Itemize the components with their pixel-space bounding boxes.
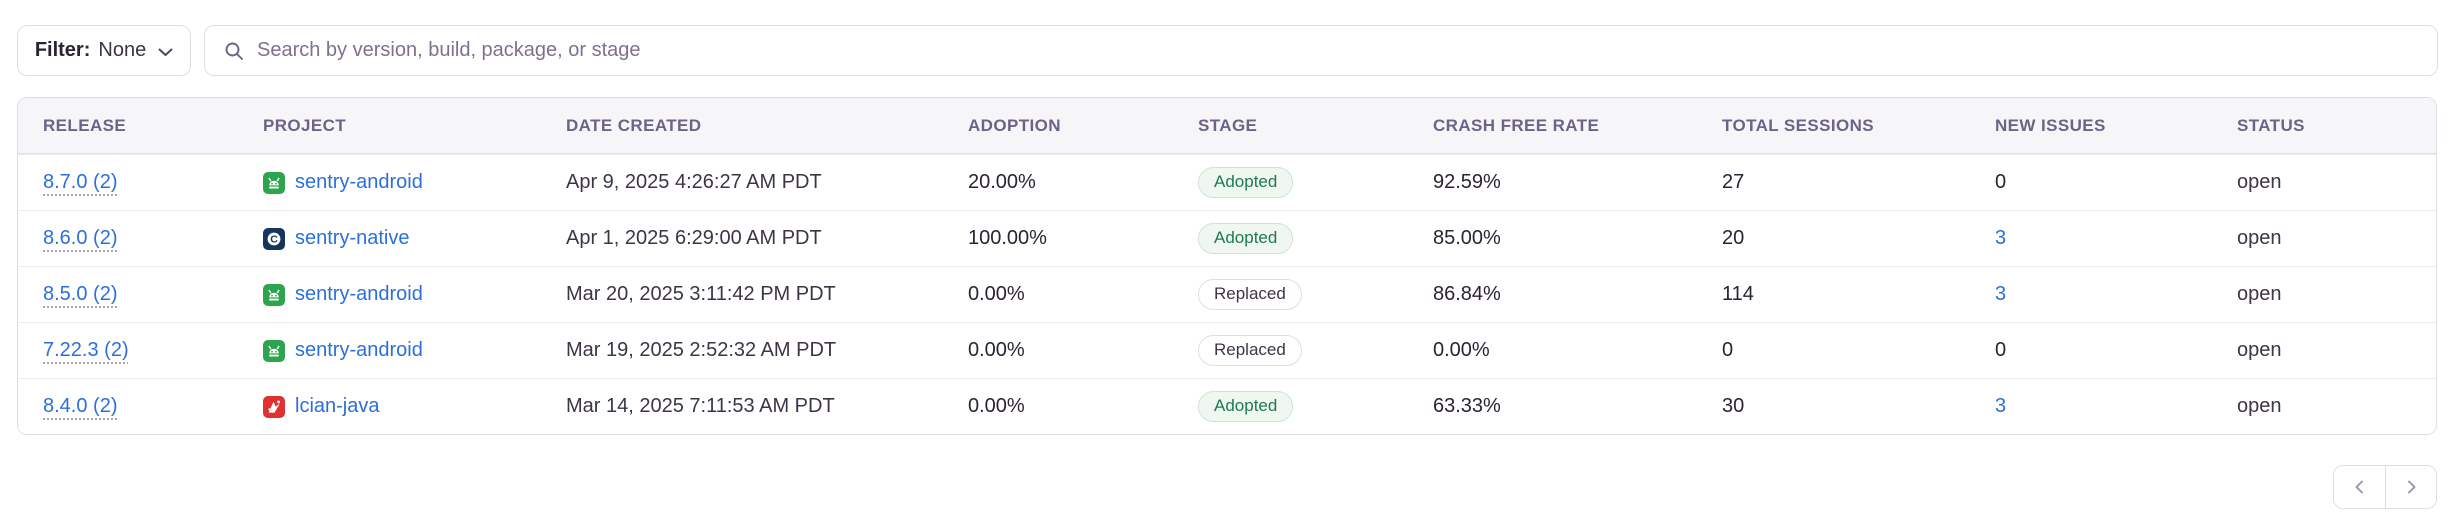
new-issues-link[interactable]: 3 xyxy=(1995,395,2007,417)
crash-free-rate-cell: 86.84% xyxy=(1433,283,1501,305)
total-sessions-cell: 27 xyxy=(1722,171,1745,193)
column-header-total-sessions: Total Sessions xyxy=(1722,115,1875,135)
search-icon xyxy=(225,42,243,60)
filter-search-bar: Filter: None xyxy=(17,25,2438,76)
project-link[interactable]: sentry-native xyxy=(295,227,410,249)
table-row: 8.7.0 (2) sentry-android Apr 9, 2025 4:2… xyxy=(18,154,2436,210)
column-header-project: Project xyxy=(263,115,347,135)
crash-free-rate-cell: 92.59% xyxy=(1433,171,1501,193)
release-version-link[interactable]: 8.4.0 (2) xyxy=(43,395,118,417)
search-field-container xyxy=(204,25,2438,76)
java-icon xyxy=(263,395,285,418)
stage-badge: Replaced xyxy=(1198,335,1302,366)
status-cell: open xyxy=(2237,171,2282,193)
date-created-cell: Mar 19, 2025 2:52:32 AM PDT xyxy=(566,339,837,361)
column-header-crash-free-rate: Crash Free Rate xyxy=(1433,115,1600,135)
column-header-adoption: Adoption xyxy=(968,115,1061,135)
project-link[interactable]: lcian-java xyxy=(295,395,380,417)
table-row: 7.22.3 (2) sentry-android Mar 19, 2025 2… xyxy=(18,322,2436,378)
release-version-link[interactable]: 7.22.3 (2) xyxy=(43,339,129,361)
adoption-cell: 0.00% xyxy=(968,339,1025,361)
status-cell: open xyxy=(2237,395,2282,417)
c-native-icon: C xyxy=(263,227,285,250)
total-sessions-cell: 114 xyxy=(1722,283,1754,305)
release-version-link[interactable]: 8.5.0 (2) xyxy=(43,283,118,305)
filter-value: None xyxy=(98,39,147,61)
table-row: 8.6.0 (2) C sentry-native Apr 1, 2025 6:… xyxy=(18,210,2436,266)
project-link[interactable]: sentry-android xyxy=(295,171,423,193)
status-cell: open xyxy=(2237,339,2282,361)
release-version-link[interactable]: 8.6.0 (2) xyxy=(43,227,118,249)
status-cell: open xyxy=(2237,227,2282,249)
adoption-cell: 0.00% xyxy=(968,283,1025,305)
new-issues-cell: 0 xyxy=(1995,339,2007,361)
release-version-link[interactable]: 8.7.0 (2) xyxy=(43,171,118,193)
filter-dropdown-button[interactable]: Filter: None xyxy=(17,25,191,76)
stage-badge: Adopted xyxy=(1198,167,1294,198)
column-header-new-issues: New Issues xyxy=(1995,115,2106,135)
table-row: 8.4.0 (2) lcian-java Mar 14, 2025 7:11:5… xyxy=(18,378,2436,434)
column-header-date-created: Date Created xyxy=(566,115,702,135)
chevron-right-icon xyxy=(2408,480,2416,494)
filter-label: Filter: xyxy=(34,39,91,61)
pagination-controls xyxy=(2333,465,2437,509)
total-sessions-cell: 30 xyxy=(1722,395,1745,417)
stage-badge: Adopted xyxy=(1198,223,1294,254)
adoption-cell: 20.00% xyxy=(968,171,1036,193)
previous-page-button[interactable] xyxy=(2334,466,2385,508)
android-icon xyxy=(263,283,285,306)
crash-free-rate-cell: 85.00% xyxy=(1433,227,1501,249)
status-cell: open xyxy=(2237,283,2282,305)
date-created-cell: Mar 20, 2025 3:11:42 PM PDT xyxy=(566,283,836,305)
stage-badge: Replaced xyxy=(1198,279,1302,310)
releases-table: Release Project Date Created Adoption St… xyxy=(17,97,2437,435)
svg-text:C: C xyxy=(270,233,278,245)
chevron-down-icon xyxy=(158,48,173,56)
total-sessions-cell: 20 xyxy=(1722,227,1745,249)
date-created-cell: Apr 9, 2025 4:26:27 AM PDT xyxy=(566,171,822,193)
date-created-cell: Apr 1, 2025 6:29:00 AM PDT xyxy=(566,227,822,249)
search-input[interactable] xyxy=(257,39,2419,62)
table-row: 8.5.0 (2) sentry-android Mar 20, 2025 3:… xyxy=(18,266,2436,322)
crash-free-rate-cell: 0.00% xyxy=(1433,339,1490,361)
stage-badge: Adopted xyxy=(1198,391,1294,422)
crash-free-rate-cell: 63.33% xyxy=(1433,395,1501,417)
column-header-status: Status xyxy=(2237,115,2305,135)
chevron-left-icon xyxy=(2355,480,2363,494)
adoption-cell: 100.00% xyxy=(968,227,1047,249)
total-sessions-cell: 0 xyxy=(1722,339,1734,361)
new-issues-link[interactable]: 3 xyxy=(1995,227,2007,249)
column-header-release: Release xyxy=(43,115,127,135)
android-icon xyxy=(263,171,285,194)
android-icon xyxy=(263,339,285,362)
table-header-row: Release Project Date Created Adoption St… xyxy=(18,98,2436,154)
date-created-cell: Mar 14, 2025 7:11:53 AM PDT xyxy=(566,395,835,417)
column-header-stage: Stage xyxy=(1198,115,1258,135)
new-issues-cell: 0 xyxy=(1995,171,2007,193)
new-issues-link[interactable]: 3 xyxy=(1995,283,2007,305)
project-link[interactable]: sentry-android xyxy=(295,283,423,305)
next-page-button[interactable] xyxy=(2385,466,2436,508)
project-link[interactable]: sentry-android xyxy=(295,339,423,361)
adoption-cell: 0.00% xyxy=(968,395,1025,417)
